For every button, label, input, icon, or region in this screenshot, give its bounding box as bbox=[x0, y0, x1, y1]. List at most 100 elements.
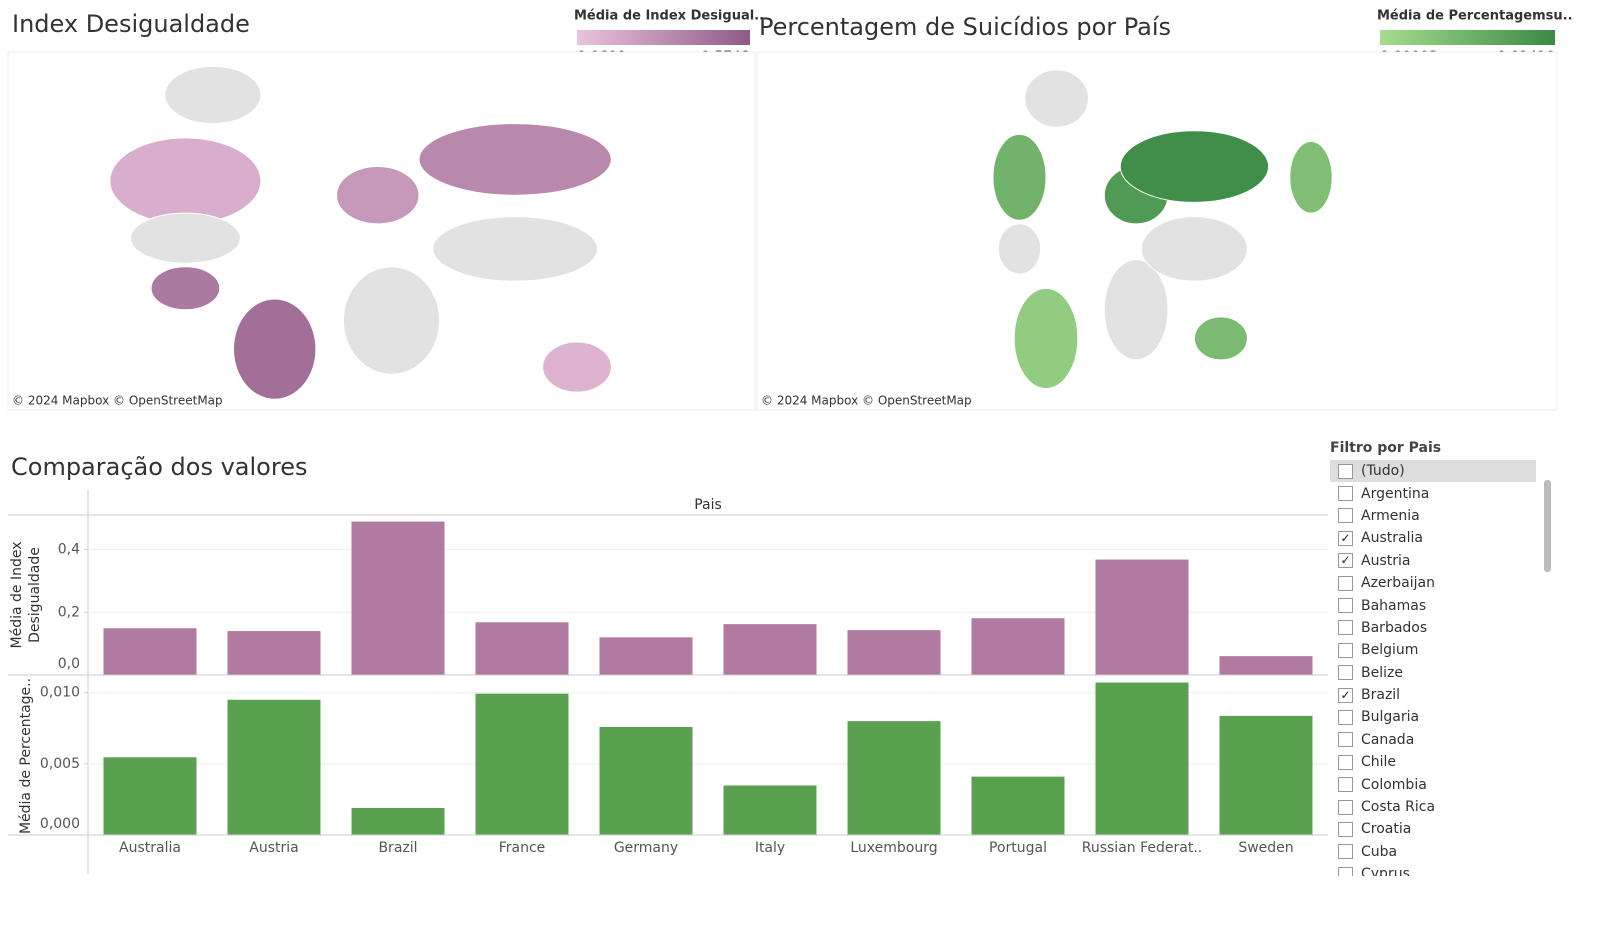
x-tick-label: Italy bbox=[755, 840, 785, 856]
filter-label[interactable]: Croatia bbox=[1361, 821, 1412, 838]
y-tick-label: 0,010 bbox=[40, 685, 80, 701]
bar bbox=[847, 721, 941, 835]
filter-item[interactable]: ✓ Austria bbox=[1330, 550, 1536, 572]
filter-label[interactable]: Argentina bbox=[1361, 485, 1430, 502]
filter-label[interactable]: Bulgaria bbox=[1361, 709, 1420, 726]
bar bbox=[475, 622, 569, 675]
bar bbox=[1219, 715, 1313, 835]
bar bbox=[351, 807, 445, 835]
filter-label[interactable]: Belize bbox=[1361, 664, 1403, 681]
checkbox[interactable] bbox=[1338, 463, 1353, 479]
checkbox[interactable] bbox=[1338, 799, 1353, 815]
filter-item[interactable]: ✓ Brazil bbox=[1330, 684, 1536, 706]
filter-label[interactable]: Azerbaijan bbox=[1361, 575, 1435, 592]
checkbox[interactable] bbox=[1338, 866, 1353, 876]
bar bbox=[351, 521, 445, 675]
checkbox[interactable] bbox=[1338, 575, 1353, 591]
bar bbox=[971, 618, 1065, 675]
filter-item[interactable]: (Tudo) bbox=[1330, 460, 1536, 483]
filter-label[interactable]: Chile bbox=[1361, 754, 1397, 771]
map-title: Percentagem de Suicídios por País bbox=[759, 13, 1171, 41]
filter-item[interactable]: Cyprus bbox=[1330, 863, 1536, 876]
country-region bbox=[1103, 259, 1169, 361]
filter-item[interactable]: ✓ Australia bbox=[1330, 527, 1536, 549]
filter-label[interactable]: Bahamas bbox=[1361, 597, 1427, 614]
checkbox[interactable]: ✓ bbox=[1338, 553, 1353, 569]
scrollbar[interactable] bbox=[1544, 480, 1551, 572]
checkbox[interactable] bbox=[1338, 844, 1353, 860]
bar bbox=[227, 699, 321, 835]
filter-panel: Filtro por Pais (Tudo) Argentina Armenia ✓ A… bbox=[1330, 436, 1556, 876]
filter-label[interactable]: Barbados bbox=[1361, 619, 1428, 636]
checkbox[interactable] bbox=[1338, 598, 1353, 614]
filter-label[interactable]: Belgium bbox=[1361, 642, 1419, 659]
bar bbox=[103, 757, 197, 835]
filter-item[interactable]: Croatia bbox=[1330, 818, 1536, 840]
country-region bbox=[150, 266, 221, 311]
filter-item[interactable]: Armenia bbox=[1330, 505, 1536, 527]
map-title: Index Desigualdade bbox=[12, 10, 250, 38]
bar bbox=[723, 785, 817, 835]
bar bbox=[723, 624, 817, 675]
checkbox[interactable] bbox=[1338, 754, 1353, 770]
bar bbox=[847, 630, 941, 675]
checkbox[interactable] bbox=[1338, 642, 1353, 658]
x-tick-label: Australia bbox=[119, 840, 181, 856]
filter-item[interactable]: Canada bbox=[1330, 729, 1536, 751]
country-region bbox=[1119, 130, 1270, 203]
country-region bbox=[232, 298, 317, 400]
y-axis-label: Desigualdade bbox=[27, 547, 43, 643]
bar bbox=[599, 637, 693, 675]
filter-item[interactable]: Belgium bbox=[1330, 639, 1536, 661]
country-region bbox=[109, 137, 262, 225]
legend-title: Média de Percentagemsu.. bbox=[1377, 9, 1573, 24]
bar bbox=[1219, 656, 1313, 675]
filter-label[interactable]: Armenia bbox=[1361, 507, 1420, 524]
bar bbox=[1095, 682, 1189, 835]
filter-title: Filtro por Pais bbox=[1330, 440, 1442, 456]
checkbox[interactable] bbox=[1338, 821, 1353, 837]
filter-item[interactable]: Colombia bbox=[1330, 773, 1536, 795]
country-region bbox=[1289, 141, 1333, 214]
bar bbox=[227, 631, 321, 675]
filter-label[interactable]: Canada bbox=[1361, 731, 1415, 748]
checkbox[interactable] bbox=[1338, 709, 1353, 725]
filter-item[interactable]: Belize bbox=[1330, 662, 1536, 684]
filter-label[interactable]: Austria bbox=[1361, 552, 1411, 569]
filter-item[interactable]: Cuba bbox=[1330, 841, 1536, 863]
country-region bbox=[992, 133, 1047, 221]
filter-item[interactable]: Costa Rica bbox=[1330, 796, 1536, 818]
filter-item[interactable]: Barbados bbox=[1330, 617, 1536, 639]
x-tick-label: France bbox=[499, 840, 546, 856]
checkbox[interactable] bbox=[1338, 508, 1353, 524]
bar bbox=[599, 726, 693, 835]
checkbox[interactable] bbox=[1338, 620, 1353, 636]
checkbox[interactable]: ✓ bbox=[1338, 687, 1353, 703]
filter-item[interactable]: Azerbaijan bbox=[1330, 572, 1536, 594]
checkbox[interactable] bbox=[1338, 486, 1353, 502]
y-axis-label: Média de Percentage.. bbox=[18, 678, 34, 834]
filter-item[interactable]: Chile bbox=[1330, 751, 1536, 773]
filter-label[interactable]: Colombia bbox=[1361, 776, 1427, 793]
checkbox[interactable]: ✓ bbox=[1338, 530, 1353, 546]
filter-label[interactable]: (Tudo) bbox=[1361, 463, 1405, 480]
bar bbox=[1095, 559, 1189, 675]
legend-gradient bbox=[1380, 30, 1555, 45]
filter-label[interactable]: Costa Rica bbox=[1361, 799, 1436, 816]
filter-item[interactable]: Bulgaria bbox=[1330, 706, 1536, 728]
x-tick-label: Portugal bbox=[989, 840, 1047, 856]
x-tick-label: Sweden bbox=[1238, 840, 1293, 856]
column-header: Pais bbox=[694, 497, 722, 513]
filter-item[interactable]: Bahamas bbox=[1330, 594, 1536, 616]
filter-label[interactable]: Brazil bbox=[1361, 687, 1401, 704]
checkbox[interactable] bbox=[1338, 777, 1353, 793]
filter-label[interactable]: Australia bbox=[1361, 530, 1423, 547]
filter-label[interactable]: Cyprus bbox=[1361, 866, 1410, 876]
country-region bbox=[129, 212, 241, 264]
y-tick-label: 0,0 bbox=[58, 656, 80, 672]
checkbox[interactable] bbox=[1338, 665, 1353, 681]
filter-label[interactable]: Cuba bbox=[1361, 843, 1398, 860]
checkbox[interactable] bbox=[1338, 732, 1353, 748]
filter-item[interactable]: Argentina bbox=[1330, 482, 1536, 504]
